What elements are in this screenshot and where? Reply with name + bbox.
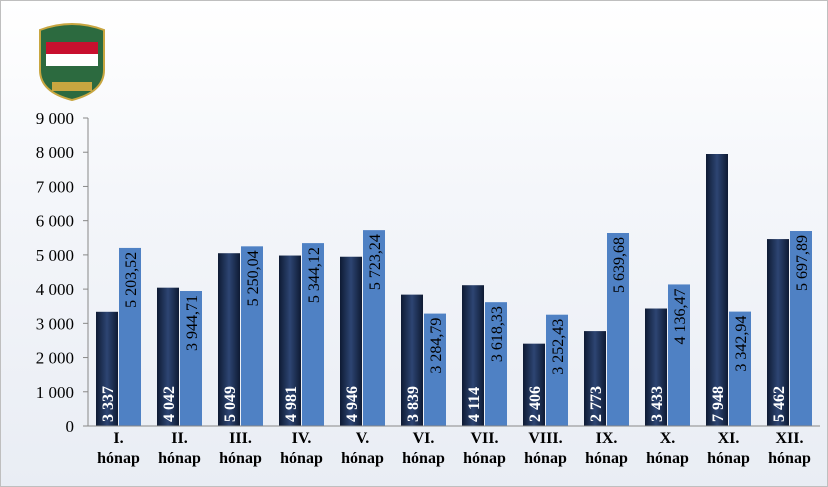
x-tick-label: V. hónap <box>341 430 384 467</box>
x-tick-label: XI. hónap <box>707 430 750 467</box>
y-tick-label: 1 000 <box>36 383 74 402</box>
bar <box>485 302 507 426</box>
x-tick-label: X. hónap <box>646 430 689 467</box>
x-tick-label: III. hónap <box>219 430 262 467</box>
x-tick-label: IX. hónap <box>585 430 628 467</box>
y-tick-label: 0 <box>66 417 75 436</box>
value-label: 3 618,33 <box>489 306 506 362</box>
value-label: 4 136,47 <box>672 288 689 344</box>
bar <box>157 287 179 426</box>
x-tick-label: VII. hónap <box>463 430 506 467</box>
value-label: 2 406 <box>527 386 544 422</box>
y-tick-label: 9 000 <box>36 109 74 128</box>
bar <box>279 255 301 426</box>
bar <box>767 239 789 426</box>
value-label: 5 697,89 <box>794 235 811 291</box>
value-label: 3 342,94 <box>733 316 750 372</box>
bar <box>401 294 423 426</box>
value-label: 4 946 <box>344 386 361 422</box>
bar <box>790 231 812 426</box>
y-tick-label: 6 000 <box>36 212 74 231</box>
value-label: 5 203,52 <box>123 252 140 308</box>
value-label: 5 049 <box>222 386 239 422</box>
y-tick-label: 4 000 <box>36 280 74 299</box>
bar <box>462 285 484 426</box>
value-label: 3 839 <box>405 386 422 422</box>
logo <box>39 23 105 102</box>
bar <box>668 284 690 426</box>
value-label: 4 042 <box>161 386 178 422</box>
bar <box>180 291 202 426</box>
x-tick-label: I. hónap <box>97 430 140 467</box>
bar <box>363 230 385 426</box>
value-label: 3 252,43 <box>550 319 567 375</box>
bar <box>729 311 751 426</box>
x-tick-label: VIII. hónap <box>524 430 567 467</box>
bar <box>645 308 667 426</box>
value-label: 3 433 <box>649 386 666 422</box>
value-label: 3 284,79 <box>428 318 445 374</box>
bar <box>340 256 362 426</box>
y-tick-label: 8 000 <box>36 143 74 162</box>
value-label: 5 639,68 <box>611 237 628 293</box>
value-label: 5 462 <box>771 386 788 422</box>
value-label: 5 344,12 <box>306 247 323 303</box>
value-label: 2 773 <box>588 386 605 422</box>
bar <box>584 331 606 426</box>
x-tick-label: IV. hónap <box>280 430 323 467</box>
bar <box>424 313 446 426</box>
bar <box>523 343 545 426</box>
x-tick-label: VI. hónap <box>402 430 445 467</box>
y-tick-label: 5 000 <box>36 246 74 265</box>
x-tick-label: II. hónap <box>158 430 201 467</box>
bar <box>119 247 141 426</box>
x-tick-label: XII. hónap <box>768 430 811 467</box>
value-label: 7 948 <box>710 386 727 422</box>
value-label: 4 114 <box>466 387 483 422</box>
value-label: 3 337 <box>100 386 117 422</box>
bar <box>218 253 240 426</box>
value-label: 5 250,04 <box>245 250 262 306</box>
bar <box>96 311 118 426</box>
y-tick-label: 3 000 <box>36 314 74 333</box>
bar <box>607 232 629 426</box>
bar <box>546 314 568 426</box>
bar <box>302 243 324 426</box>
value-label: 3 944,71 <box>184 295 201 351</box>
value-label: 5 723,24 <box>367 234 384 290</box>
bar <box>706 154 728 427</box>
value-label: 4 981 <box>283 386 300 422</box>
bar <box>241 246 263 426</box>
y-tick-label: 2 000 <box>36 349 74 368</box>
y-tick-label: 7 000 <box>36 177 74 196</box>
